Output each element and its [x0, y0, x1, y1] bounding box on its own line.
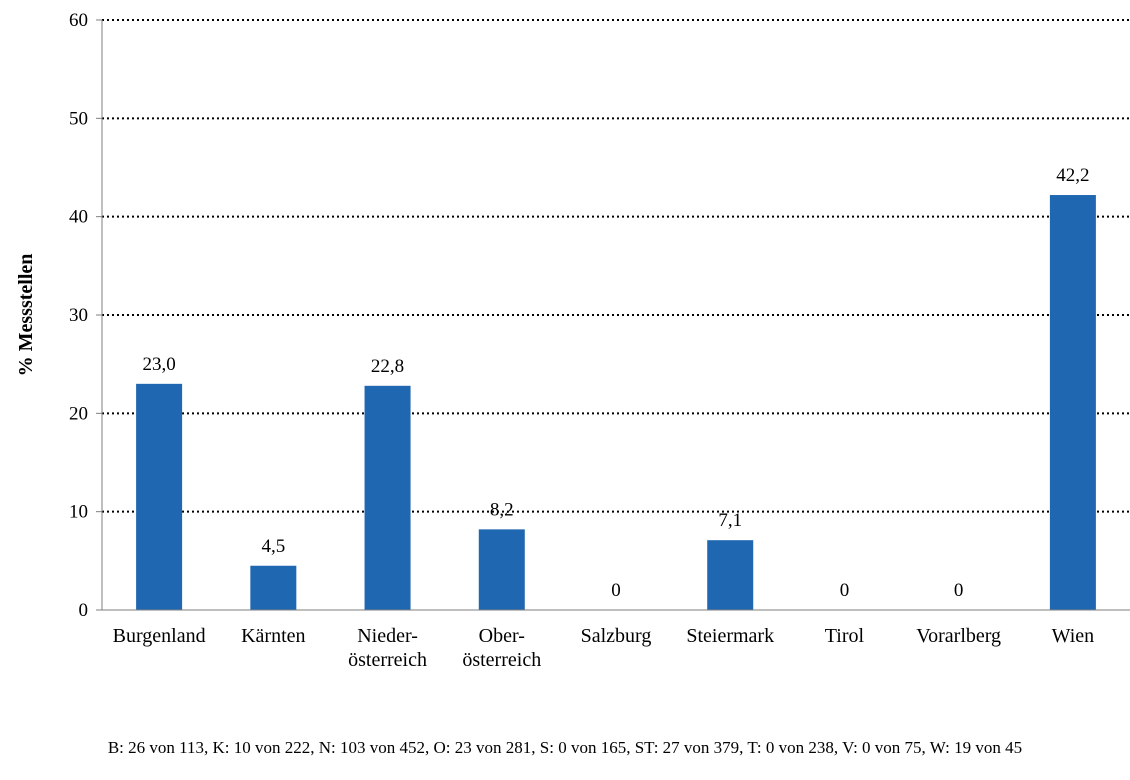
data-label: 7,1	[718, 510, 742, 531]
y-tick-label: 30	[69, 305, 88, 326]
bar	[1049, 195, 1096, 611]
bar	[136, 383, 183, 610]
data-label: 8,2	[490, 499, 514, 520]
category-label: Wien	[1052, 625, 1095, 647]
bar	[364, 385, 411, 610]
y-tick-label: 10	[69, 502, 88, 523]
category-label: Vorarlberg	[916, 625, 1001, 647]
y-tick-label: 50	[69, 108, 88, 129]
y-tick-label: 60	[69, 10, 88, 31]
category-label: Tirol	[825, 625, 865, 647]
category-label: Steiermark	[686, 625, 774, 647]
y-tick-label: 20	[69, 403, 88, 424]
data-label: 0	[611, 580, 621, 601]
category-label: Nieder-österreich	[348, 625, 427, 671]
bar	[707, 540, 754, 610]
axes	[96, 19, 1130, 611]
category-label: Ober-österreich	[462, 625, 541, 671]
footnote: B: 26 von 113, K: 10 von 222, N: 103 von…	[107, 738, 1023, 757]
bar	[250, 565, 297, 610]
category-label: Kärnten	[241, 625, 305, 647]
category-label: Salzburg	[581, 625, 652, 647]
data-label: 42,2	[1056, 165, 1089, 186]
data-label: 4,5	[261, 536, 285, 557]
data-label: 23,0	[142, 354, 175, 375]
labels: 0 10 20 30 40 50 60 23,0 Burgenland 4,5 Kärnten 22,…	[69, 10, 1094, 671]
bar	[478, 529, 525, 610]
y-axis-label: % Messstellen	[15, 254, 37, 377]
gridlines	[102, 19, 1130, 513]
data-label: 0	[840, 580, 850, 601]
y-tick-label: 40	[69, 207, 88, 228]
category-label: Burgenland	[113, 625, 206, 647]
y-tick-label: 0	[79, 600, 89, 621]
data-label: 22,8	[371, 356, 404, 377]
bars	[136, 195, 1096, 611]
data-label: 0	[954, 580, 964, 601]
